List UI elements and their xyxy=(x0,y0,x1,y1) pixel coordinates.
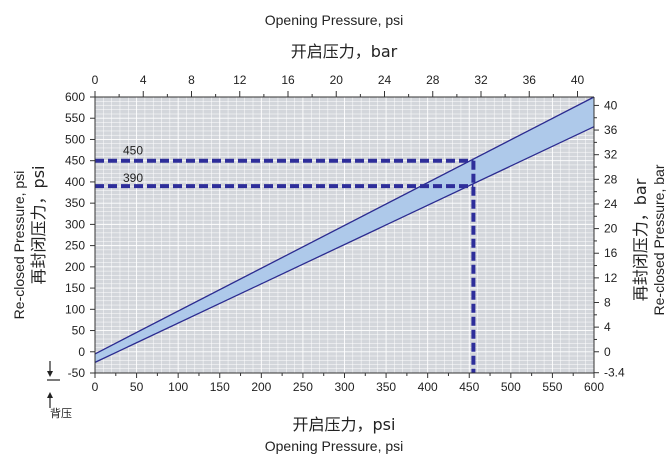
top-tick-label: 28 xyxy=(426,73,440,87)
bottom-axis-title-cn: 开启压力，psi xyxy=(293,415,396,434)
back-pressure-arrowhead-up xyxy=(47,392,53,398)
left-tick-label: 150 xyxy=(65,281,85,295)
right-tick-label: 4 xyxy=(604,320,611,334)
left-tick-label: 200 xyxy=(65,260,85,274)
band-upper-line xyxy=(94,96,595,355)
bottom-tick-label: 550 xyxy=(542,380,562,394)
top-tick-label: 40 xyxy=(571,73,585,87)
top-tick-label: 20 xyxy=(330,73,344,87)
right-tick-label: 12 xyxy=(604,271,618,285)
band-fill xyxy=(95,97,594,363)
bottom-tick-label: 250 xyxy=(293,380,313,394)
axes xyxy=(90,91,599,378)
left-tick-label: 100 xyxy=(65,302,85,316)
right-tick-label: 20 xyxy=(604,222,618,236)
back-pressure-label: 背压 xyxy=(50,406,72,420)
top-axis-title-cn: 开启压力，bar xyxy=(291,42,398,61)
right-tick-label: 8 xyxy=(604,296,611,310)
right-tick-label: 0 xyxy=(604,345,611,359)
example-label-high: 450 xyxy=(123,144,143,158)
right-tick-label: 24 xyxy=(604,197,618,211)
bottom-tick-label: 150 xyxy=(210,380,230,394)
right-tick-label: 28 xyxy=(604,172,618,186)
top-tick-label: 32 xyxy=(474,73,488,87)
left-tick-label: 450 xyxy=(65,154,85,168)
left-tick-label: 250 xyxy=(65,239,85,253)
bottom-tick-label: 200 xyxy=(251,380,271,394)
back-pressure-marker: 背压 xyxy=(47,361,72,420)
bottom-tick-label: 600 xyxy=(584,380,604,394)
left-axis-title-cn: 再封闭压力，psi xyxy=(29,166,48,285)
left-tick-label: 600 xyxy=(65,90,85,104)
right-axis-title-en: Re-closed Pressure, bar xyxy=(651,164,667,315)
left-axis-title-en: Re-closed Pressure, psi xyxy=(11,171,27,320)
band-lower-line xyxy=(94,126,595,363)
left-tick-label: 500 xyxy=(65,132,85,146)
right-tick-label: 40 xyxy=(604,98,618,112)
right-tick-label: 16 xyxy=(604,246,618,260)
left-tick-label: 0 xyxy=(78,345,85,359)
left-tick-label: 350 xyxy=(65,196,85,210)
bottom-axis-title-en: Opening Pressure, psi xyxy=(265,438,404,454)
example-lines: 450 390 xyxy=(95,144,476,373)
left-tick-label: 50 xyxy=(72,324,86,338)
bottom-tick-label: 350 xyxy=(376,380,396,394)
grid xyxy=(94,96,595,374)
right-axis-title-cn: 再封闭压力，bar xyxy=(631,178,650,301)
top-tick-label: 12 xyxy=(233,73,247,87)
bottom-tick-label: 400 xyxy=(418,380,438,394)
pressure-band xyxy=(94,96,595,363)
left-tick-label: 550 xyxy=(65,111,85,125)
left-tick-label: 400 xyxy=(65,175,85,189)
bottom-tick-label: 100 xyxy=(168,380,188,394)
top-tick-label: 24 xyxy=(378,73,392,87)
bottom-tick-label: 300 xyxy=(334,380,354,394)
top-tick-label: 16 xyxy=(281,73,295,87)
example-label-low: 390 xyxy=(123,171,143,185)
top-tick-label: 36 xyxy=(523,73,537,87)
top-tick-label: 4 xyxy=(140,73,147,87)
bottom-tick-label: 500 xyxy=(501,380,521,394)
top-tick-label: 8 xyxy=(188,73,195,87)
bottom-tick-label: 50 xyxy=(130,380,144,394)
bottom-tick-label: 450 xyxy=(459,380,479,394)
top-axis-title-en: Opening Pressure, psi xyxy=(265,12,404,28)
top-tick-label: 0 xyxy=(92,73,99,87)
left-tick-label: -50 xyxy=(68,366,86,380)
bottom-tick-label: 0 xyxy=(92,380,99,394)
back-pressure-arrowhead-down xyxy=(47,371,53,377)
right-tick-label: -3.4 xyxy=(604,366,625,380)
right-tick-label: 36 xyxy=(604,123,618,137)
left-tick-label: 300 xyxy=(65,217,85,231)
right-tick-label: 32 xyxy=(604,148,618,162)
